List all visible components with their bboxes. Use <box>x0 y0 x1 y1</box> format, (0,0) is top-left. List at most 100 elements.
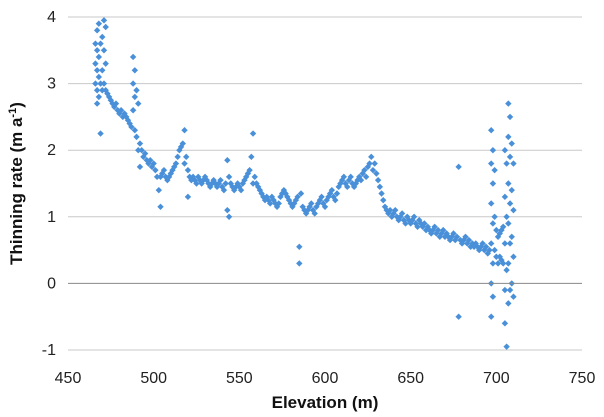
data-point <box>129 53 137 61</box>
data-point <box>95 20 103 27</box>
data-point <box>183 153 190 161</box>
data-point <box>487 313 495 320</box>
data-point <box>506 240 514 247</box>
x-tick-label: 450 <box>55 370 82 387</box>
data-point <box>246 166 253 174</box>
data-point <box>482 243 490 250</box>
data-point <box>92 60 99 67</box>
x-tick-label: 700 <box>483 370 510 387</box>
data-point <box>378 190 385 197</box>
data-point <box>181 160 188 167</box>
data-point <box>501 240 509 247</box>
data-point <box>499 260 507 267</box>
data-point <box>152 166 159 174</box>
data-point <box>165 173 173 181</box>
data-point <box>111 103 118 111</box>
data-point <box>162 173 169 181</box>
data-point <box>332 196 339 204</box>
data-point <box>374 176 382 184</box>
data-point <box>174 153 181 161</box>
data-point <box>153 173 161 181</box>
data-point <box>510 206 517 214</box>
data-point <box>308 200 315 207</box>
data-point <box>510 293 517 300</box>
data-point <box>311 210 318 217</box>
data-point <box>131 93 139 101</box>
data-point <box>462 233 469 240</box>
data-point <box>92 40 99 47</box>
data-point <box>441 233 449 240</box>
y-tick-label: 4 <box>47 9 56 26</box>
data-point <box>222 180 229 187</box>
data-point <box>503 213 510 220</box>
data-point <box>366 160 373 167</box>
data-point <box>503 160 510 167</box>
data-point <box>105 93 113 101</box>
data-point <box>123 113 130 121</box>
data-point <box>184 166 192 174</box>
data-point <box>100 80 108 87</box>
data-point <box>376 183 384 191</box>
data-point <box>453 233 461 240</box>
y-axis-title-main: Thinning rate (m a <box>7 117 26 265</box>
data-point <box>493 253 500 260</box>
y-tick-label: -1 <box>42 342 56 359</box>
data-point <box>501 147 509 154</box>
data-point <box>321 203 329 211</box>
x-tick-label: 600 <box>312 370 339 387</box>
data-point <box>141 150 149 157</box>
data-point <box>133 133 140 141</box>
x-axis-title: Elevation (m) <box>272 393 379 412</box>
data-point <box>414 223 421 230</box>
data-point <box>421 220 428 227</box>
data-point <box>344 183 351 191</box>
data-point <box>455 313 462 320</box>
data-point <box>299 203 306 211</box>
data-point <box>135 100 142 107</box>
data-point <box>136 163 144 171</box>
data-point <box>117 107 125 114</box>
data-point <box>431 223 438 230</box>
data-point <box>493 226 500 234</box>
data-point <box>289 203 296 211</box>
data-point <box>373 170 380 177</box>
data-point <box>147 156 154 164</box>
data-point <box>131 67 139 74</box>
data-point <box>501 286 509 294</box>
data-point <box>217 176 224 184</box>
data-point <box>505 220 512 227</box>
data-point <box>328 186 336 194</box>
data-point <box>234 180 241 187</box>
data-point <box>155 186 163 194</box>
data-point <box>499 223 507 230</box>
data-point <box>296 260 303 267</box>
y-axis-title-superscript: -1 <box>7 108 19 118</box>
data-point <box>97 130 104 137</box>
data-point <box>465 236 473 244</box>
data-point <box>227 180 234 187</box>
data-point <box>104 90 111 97</box>
data-point <box>489 260 497 267</box>
data-point <box>248 153 255 161</box>
data-point <box>349 180 356 187</box>
data-point <box>100 47 108 54</box>
data-point <box>160 166 168 174</box>
data-point <box>193 180 200 187</box>
data-point <box>102 60 109 67</box>
data-point <box>508 186 515 194</box>
data-point <box>503 266 510 274</box>
data-point <box>356 173 363 181</box>
data-point <box>489 180 497 187</box>
data-point <box>157 203 164 211</box>
y-axis-title-close: ) <box>7 102 26 108</box>
data-point <box>237 186 245 194</box>
y-tick-label: 0 <box>47 275 56 292</box>
x-tick-label: 550 <box>226 370 253 387</box>
data-point <box>189 173 197 181</box>
data-point <box>487 160 495 167</box>
data-point <box>347 173 354 181</box>
data-point <box>501 320 509 327</box>
data-point <box>249 180 257 187</box>
data-point <box>136 140 144 147</box>
data-point <box>398 210 406 217</box>
